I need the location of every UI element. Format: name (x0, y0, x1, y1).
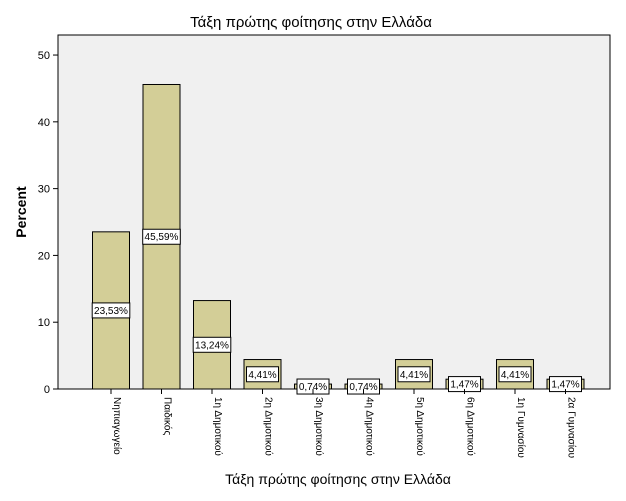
y-tick-label: 0 (44, 384, 50, 396)
data-label: 4,41% (501, 370, 529, 381)
x-tick-label: 6η Δημοτικού (465, 397, 477, 456)
x-tick-label: 2η Δημοτικού (263, 397, 275, 456)
plot-area (57, 34, 611, 390)
x-tick-label: 1η Δημοτικού (212, 397, 224, 456)
data-label: 0,74% (349, 382, 377, 393)
y-axis-ticks: 0 10 20 30 40 50 (38, 50, 58, 396)
x-tick-label: 3η Δημοτικού (313, 397, 325, 456)
y-tick-label: 20 (38, 250, 50, 262)
data-label-box (397, 366, 431, 383)
data-label-box (347, 378, 380, 395)
data-labels: 23,53% 45,59% 13,24% 4,41% 0,74% 0,74% 4,41% 1,… (91, 228, 582, 395)
data-label-box (142, 228, 181, 245)
y-tick-label: 50 (38, 50, 50, 62)
data-label-box (91, 302, 131, 319)
data-label: 45,59% (145, 232, 179, 243)
data-label-box (246, 366, 279, 383)
data-label: 23,53% (94, 306, 128, 317)
x-tick-label: 2α Γυμνασίου (566, 397, 578, 458)
y-tick-label: 10 (38, 317, 50, 329)
y-tick-label: 40 (38, 117, 50, 129)
data-label: 4,41% (400, 370, 428, 381)
data-label-box (498, 366, 532, 383)
x-tick-label: Παιδικός (162, 397, 174, 435)
x-axis-label: Τάξη πρώτης φοίτησης στην Ελλάδα (225, 471, 451, 487)
y-tick-label: 30 (38, 184, 50, 196)
chart-title: Τάξη πρώτης φοίτησης στην Ελλάδα (190, 14, 432, 31)
x-tick-label: Νηπιαγωγείο (111, 397, 123, 455)
x-tick-label: 5η Δημοτικού (414, 397, 426, 456)
data-label: 13,24% (195, 340, 229, 351)
data-label: 4,41% (248, 370, 276, 381)
y-axis-label: Percent (13, 186, 29, 238)
data-label: 0,74% (299, 382, 327, 393)
data-label-box (192, 336, 232, 353)
data-label-box (296, 378, 330, 395)
x-axis-ticks: Νηπιαγωγείο Παιδικός 1η Δημοτικού 2η Δημοτι… (110, 389, 578, 458)
data-label: 1,47% (551, 380, 579, 391)
x-tick-label: 1η Γυμνασίου (515, 397, 527, 458)
data-label: 1,47% (450, 380, 478, 391)
x-tick-label: 4η Δημοτικού (364, 397, 376, 456)
